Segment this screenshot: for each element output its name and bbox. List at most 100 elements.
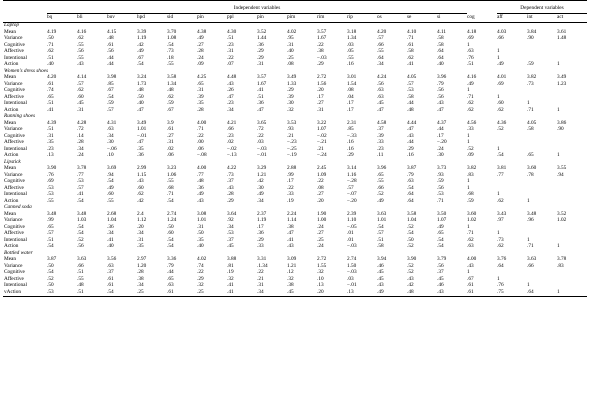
table-cell: .34 [137, 282, 144, 289]
table-cell: 4.00 [197, 165, 207, 172]
table-cell: .95 [287, 35, 294, 42]
row-label: Affective [4, 184, 24, 191]
table-cell: .07 [227, 61, 234, 68]
table-cell: .66 [527, 262, 534, 269]
table-cell: .55 [77, 54, 84, 61]
table-cell: .13 [347, 288, 354, 295]
table-cell: .45 [227, 243, 234, 250]
table-cell: .02 [167, 145, 174, 152]
table-cell: .57 [107, 106, 114, 113]
table-cell: .34 [107, 230, 114, 237]
table-cell: .94 [107, 171, 114, 178]
table-cell: .20 [317, 87, 324, 94]
table-cell: .43 [377, 282, 384, 289]
table-cell: .51 [47, 54, 54, 61]
table-cell: 1.07 [317, 126, 327, 133]
table-cell: 2.74 [347, 256, 357, 263]
row-label: Intentional [4, 191, 27, 198]
table-cell: .56 [437, 184, 444, 191]
table-cell: .63 [467, 48, 474, 55]
table-cell: .06 [167, 152, 174, 159]
table-cell: 3.49 [287, 74, 297, 81]
table-cell: 4.16 [77, 28, 87, 35]
table-cell: .40 [47, 61, 54, 68]
table-cell: .28 [227, 191, 234, 198]
table-cell: 1.19 [137, 35, 147, 42]
table-cell: 1 [467, 223, 470, 230]
table-row: Action .41 .31 .57 .47 .67 .28 .34 .47 .32 .31 .17.… [3, 106, 587, 115]
table-cell: 3.01 [347, 74, 357, 81]
table-cell: .21 [257, 275, 264, 282]
table-cell: 1.02 [467, 217, 477, 224]
table-cell: .28 [137, 269, 144, 276]
table-cell: .33 [257, 243, 264, 250]
row-label: Affective [4, 230, 24, 237]
table-cell: .44 [167, 269, 174, 276]
table-cell: .13 [47, 152, 54, 159]
table-cell: .33 [287, 191, 294, 198]
table-cell: .54 [497, 152, 504, 159]
table-cell: 2.39 [347, 210, 357, 217]
table-cell: .33 [377, 139, 384, 146]
table-cell: .43 [227, 184, 234, 191]
table-cell: .36 [257, 41, 264, 48]
table-cell: .10 [107, 152, 114, 159]
table-cell: 3.64 [227, 210, 237, 217]
table-cell: 3.57 [317, 28, 327, 35]
table-cell: .35 [137, 243, 144, 250]
table-cell: .59 [167, 100, 174, 107]
table-cell: .45 [437, 275, 444, 282]
table-cell: .48 [197, 178, 204, 185]
table-cell: .64 [407, 191, 414, 198]
table-cell: .50 [47, 35, 54, 42]
table-cell: .41 [47, 106, 54, 113]
row-label: Variance [4, 171, 23, 178]
table-cell: 3.29 [257, 165, 267, 172]
table-cell: 4.37 [437, 119, 447, 126]
table-cell: 1.01 [137, 126, 147, 133]
table-cell: 3.87 [47, 256, 57, 263]
table-row: Action .13 .24 .10 .36 .06 −.08 −.13 −.01 −.19 −.2… [3, 153, 587, 160]
table-cell: .31 [77, 106, 84, 113]
table-cell: .62 [137, 191, 144, 198]
table-cell: .67 [137, 54, 144, 61]
column-header-6: ppl [227, 13, 257, 23]
column-header-1: bli [77, 13, 107, 23]
table-cell: −.07 [347, 191, 357, 198]
table-cell: 1.20 [137, 262, 147, 269]
table-cell: 4.21 [227, 119, 237, 126]
table-cell: 1 [497, 145, 500, 152]
table-cell: .55 [77, 275, 84, 282]
table-cell: .43 [227, 80, 234, 87]
table-cell: .40 [107, 243, 114, 250]
table-cell: .83 [467, 171, 474, 178]
table-cell: .41 [77, 191, 84, 198]
table-cell: .90 [557, 126, 564, 133]
table-cell: .33 [467, 126, 474, 133]
table-cell: 3.78 [77, 165, 87, 172]
table-cell: .09 [197, 61, 204, 68]
table-cell: .44 [407, 139, 414, 146]
table-cell: .48 [137, 87, 144, 94]
table-cell: .29 [197, 275, 204, 282]
table-cell: .36 [197, 184, 204, 191]
table-cell: .32 [317, 269, 324, 276]
table-cell: 4.01 [497, 74, 507, 81]
table-cell: .31 [197, 87, 204, 94]
table-cell: .63 [467, 243, 474, 250]
table-cell: .93 [437, 171, 444, 178]
table-cell: 1.73 [137, 80, 147, 87]
table-cell: 3.22 [317, 119, 327, 126]
table-cell: −.06 [107, 145, 117, 152]
table-cell: 3.48 [527, 210, 537, 217]
table-cell: .22 [227, 54, 234, 61]
table-cell: .55 [167, 178, 174, 185]
table-cell: 1.01 [197, 217, 207, 224]
table-cell: 1.07 [437, 217, 447, 224]
table-cell: .37 [227, 178, 234, 185]
table-cell: .54 [107, 178, 114, 185]
section-title: Women's dress shoes [4, 67, 48, 74]
table-cell: .60 [77, 93, 84, 100]
table-cell: .31 [197, 223, 204, 230]
row-label: Cognitive [4, 132, 25, 139]
